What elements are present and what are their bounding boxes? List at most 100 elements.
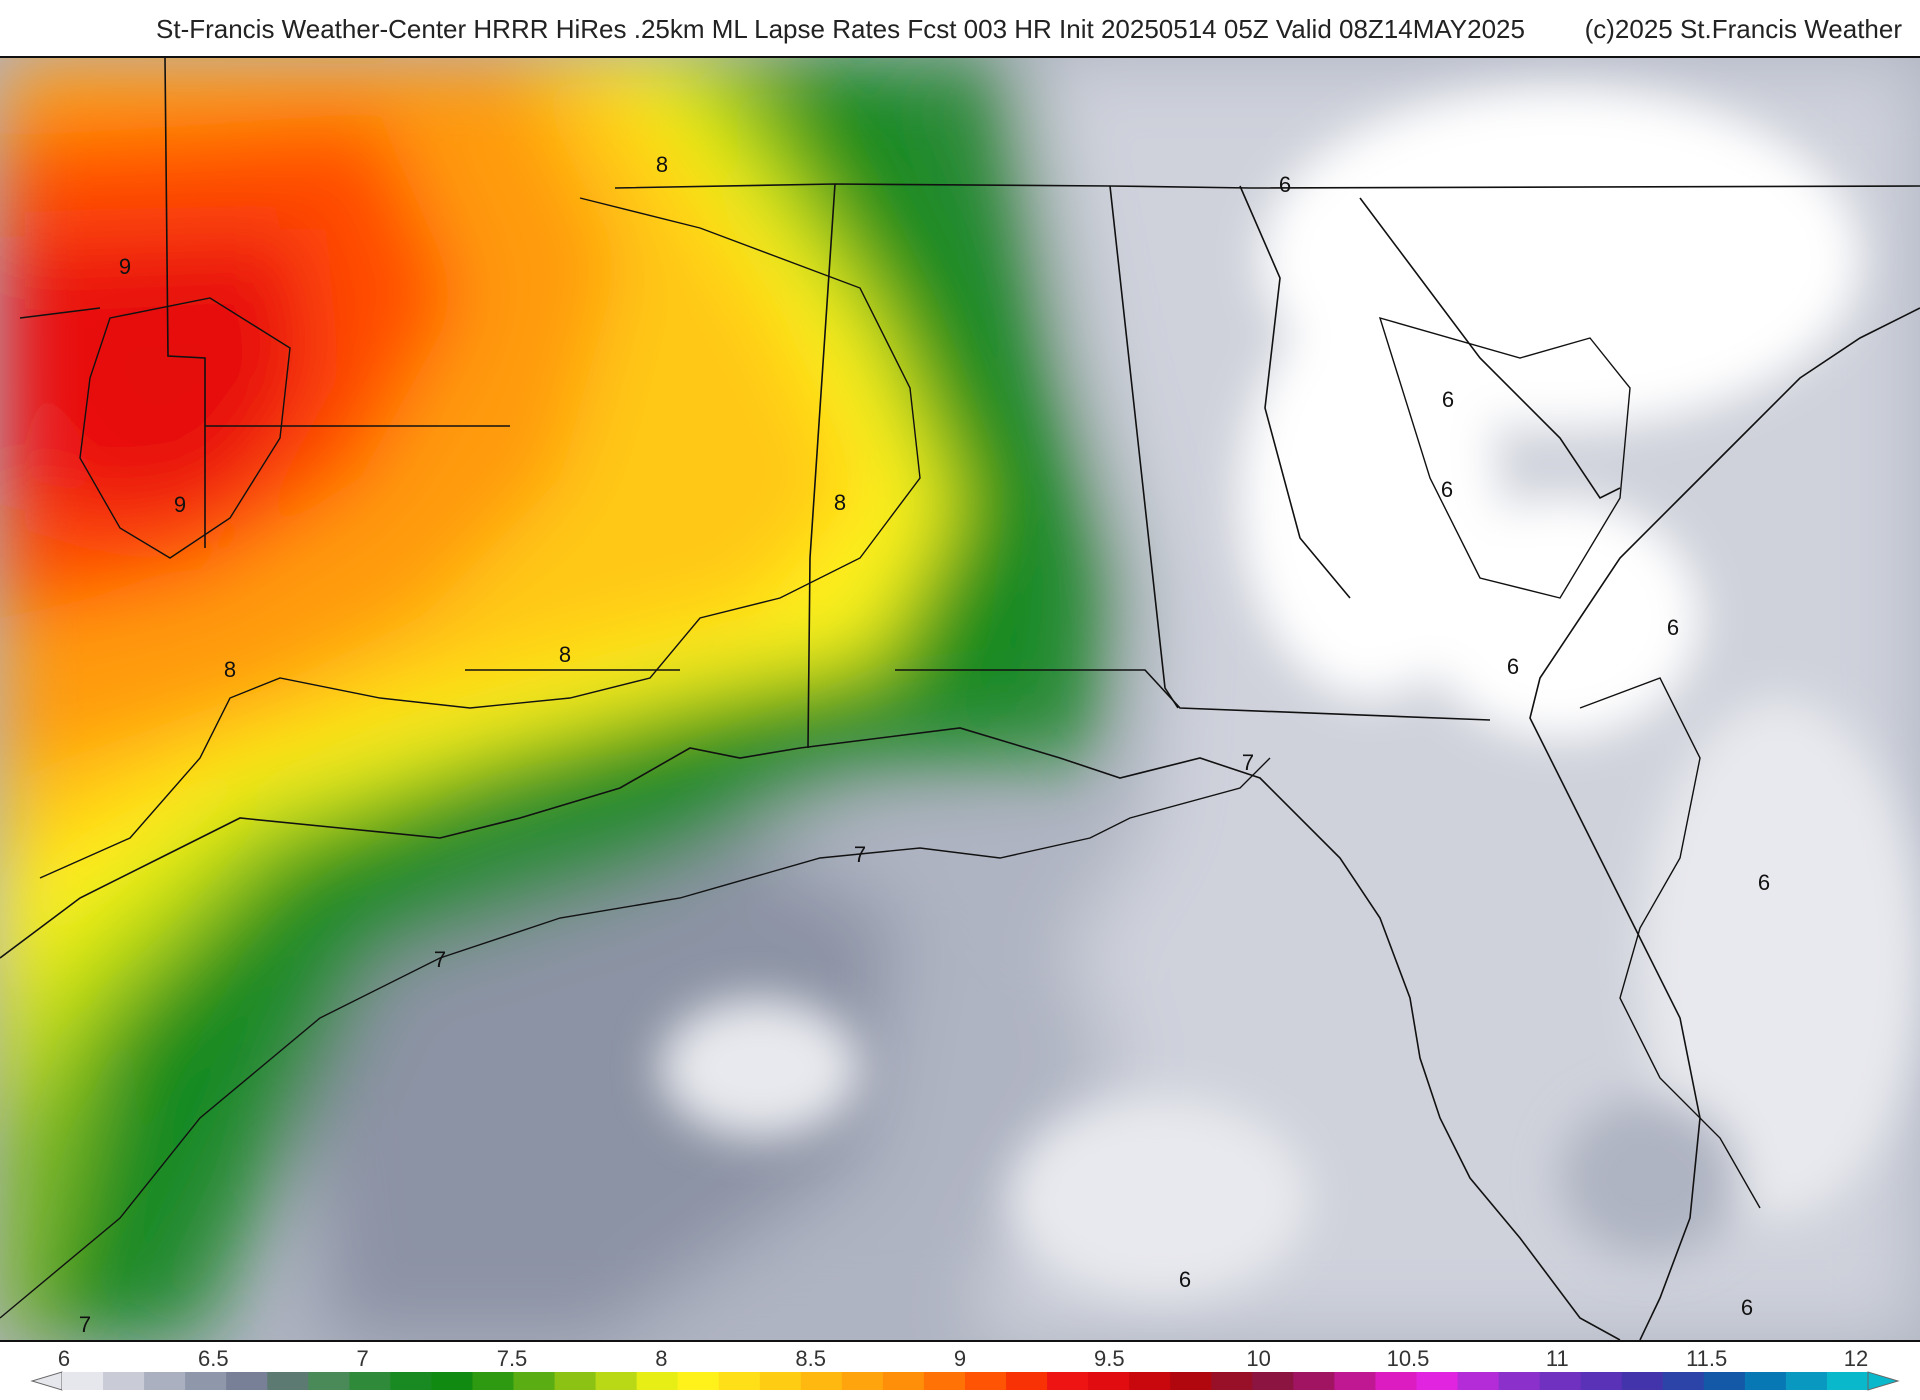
colorbar-swatch — [1293, 1372, 1335, 1390]
contour-lines — [0, 197, 1761, 1319]
contour-label: 6 — [1279, 172, 1291, 197]
colorbar-swatch — [267, 1372, 309, 1390]
colorbar: 6 6.5 7 7.5 8 8.5 9 9.5 10 10.5 11 11.5 12 — [0, 1342, 1920, 1400]
colorbar-right-arrow — [1867, 1371, 1900, 1391]
colorbar-tick-label: 6.5 — [198, 1346, 229, 1371]
contour-label: 8 — [559, 642, 571, 667]
colorbar-tick-label: 10.5 — [1386, 1346, 1430, 1371]
colorbar-swatch — [1703, 1372, 1746, 1390]
colorbar-swatch — [1416, 1372, 1459, 1390]
colorbar-swatch — [1088, 1372, 1130, 1390]
colorbar-swatch — [62, 1372, 104, 1390]
colorbar-swatch — [923, 1372, 966, 1390]
state-and-coast-lines — [0, 58, 1920, 1340]
state-line — [807, 183, 836, 749]
colorbar-swatch — [1457, 1372, 1500, 1390]
colorbar-swatch — [349, 1372, 391, 1390]
contour-label: 7 — [79, 1312, 91, 1337]
colorbar-tick-label: 8 — [655, 1346, 668, 1371]
contour-label: 8 — [224, 657, 236, 682]
colorbar-swatch — [1129, 1372, 1171, 1390]
contour-9 — [79, 297, 291, 559]
contour-label: 6 — [1441, 477, 1453, 502]
state-line — [164, 58, 206, 548]
colorbar-swatch — [1047, 1372, 1089, 1390]
contour-6 — [1579, 677, 1761, 1209]
contour-6 — [1378, 316, 1631, 599]
colorbar-tick-label: 11.5 — [1686, 1346, 1728, 1371]
fine-detail-field — [660, 88, 1920, 1298]
colorbar-swatch — [390, 1372, 432, 1390]
contour-label: 6 — [1667, 615, 1679, 640]
chart-title: St-Francis Weather-Center HRRR HiRes .25… — [156, 14, 1525, 44]
map-canvas: 9 9 8 8 8 8 7 7 7 7 6 6 6 6 6 6 6 6 — [0, 58, 1920, 1340]
colorbar-swatch — [1334, 1372, 1376, 1390]
colorbar-swatch — [103, 1372, 145, 1390]
colorbar-tick-label: 11 — [1545, 1346, 1569, 1371]
state-line — [1239, 185, 1351, 599]
colorbar-tick-label: 10 — [1246, 1346, 1271, 1371]
contour-label: 6 — [1507, 654, 1519, 679]
contour-label: 9 — [174, 492, 186, 517]
colorbar-swatch — [554, 1372, 597, 1390]
colorbar-swatch — [1621, 1372, 1664, 1390]
colorbar-swatch — [677, 1372, 720, 1390]
title-bar: St-Francis Weather-Center HRRR HiRes .25… — [0, 0, 1920, 56]
colorbar-swatch — [1662, 1372, 1705, 1390]
state-line — [895, 669, 1491, 721]
colorbar-tick-label: 7 — [356, 1346, 369, 1371]
colorbar-swatch — [595, 1372, 638, 1390]
colorbar-swatch — [472, 1372, 514, 1390]
colorbar-swatch — [513, 1372, 556, 1390]
colorbar-swatch — [718, 1372, 761, 1390]
lapse-rate-map: 9 9 8 8 8 8 7 7 7 7 6 6 6 6 6 6 6 6 — [0, 56, 1920, 1342]
colorbar-swatch — [882, 1372, 925, 1390]
contour-label: 7 — [434, 947, 446, 972]
colorbar-swatch — [841, 1372, 884, 1390]
colorbar-swatch — [1006, 1372, 1048, 1390]
contour-7 — [0, 757, 1271, 1319]
copyright-credit: (c)2025 St.Francis Weather — [1584, 14, 1902, 44]
colorbar-swatch — [1170, 1372, 1212, 1390]
colorbar-tick-label: 9.5 — [1094, 1346, 1125, 1371]
colorbar-swatch — [308, 1372, 350, 1390]
contour-label: 7 — [854, 842, 866, 867]
colorbar-swatch — [1785, 1372, 1828, 1390]
contour-label: 7 — [1242, 750, 1254, 775]
colorbar-swatch — [1498, 1372, 1541, 1390]
contour-label-group: 9 9 8 8 8 8 7 7 7 7 6 6 6 6 6 6 6 6 — [79, 152, 1770, 1337]
colorbar-swatch — [1375, 1372, 1417, 1390]
colorbar-swatch — [144, 1372, 186, 1390]
colorbar-swatch — [185, 1372, 227, 1390]
coastline — [1529, 307, 1920, 1340]
colorbar-swatch — [1580, 1372, 1623, 1390]
contour-label: 6 — [1442, 387, 1454, 412]
colorbar-tick-label: 12 — [1843, 1346, 1869, 1371]
colorbar-swatch — [759, 1372, 802, 1390]
contour-label: 9 — [119, 254, 131, 279]
colorbar-tick-label: 6 — [57, 1346, 71, 1371]
colorbar-swatch — [1539, 1372, 1582, 1390]
contour-label: 6 — [1758, 870, 1770, 895]
colorbar-left-arrow — [30, 1371, 63, 1391]
coastline — [0, 727, 1621, 1340]
colorbar-tick-label: 9 — [953, 1346, 967, 1371]
colorbar-swatch — [965, 1372, 1007, 1390]
colorbar-tick-label: 8.5 — [795, 1346, 826, 1371]
contour-label: 8 — [656, 152, 668, 177]
colorbar-swatch — [1211, 1372, 1253, 1390]
state-line — [1359, 197, 1621, 500]
colorbar-swatch — [1744, 1372, 1787, 1390]
colorbar-strip — [30, 1371, 1900, 1391]
contour-label: 6 — [1179, 1267, 1191, 1292]
contour-9 — [19, 307, 101, 319]
colorbar-swatch — [226, 1372, 268, 1390]
colorbar-swatch — [636, 1372, 679, 1390]
colorbar-swatch — [800, 1372, 843, 1390]
contour-8 — [39, 197, 921, 879]
colorbar-tick-label: 7.5 — [496, 1346, 528, 1371]
colorbar-swatch — [1826, 1372, 1869, 1390]
contour-label: 8 — [834, 490, 846, 515]
colorbar-swatch — [431, 1372, 473, 1390]
colorbar-swatch — [1252, 1372, 1294, 1390]
